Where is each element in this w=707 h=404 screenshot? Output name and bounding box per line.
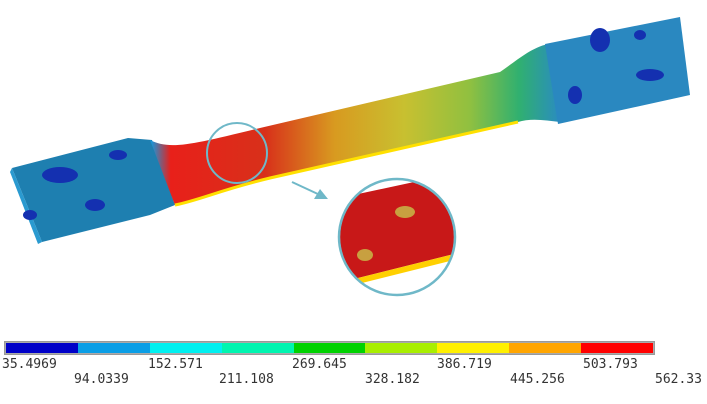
arrow-line [291, 181, 321, 196]
legend-color-band [293, 343, 366, 353]
legend-color-band [437, 343, 510, 353]
legend-label: 211.108 [219, 372, 274, 387]
legend-label: 562.33 [655, 372, 702, 387]
left-grip [12, 138, 175, 242]
zoom-detail [340, 180, 454, 294]
color-legend-bar [4, 341, 655, 355]
legend-label: 35.4969 [2, 357, 57, 372]
legend-label: 269.645 [292, 357, 347, 372]
legend-color-band [221, 343, 294, 353]
detail-circle-small [206, 122, 268, 184]
legend-label: 152.571 [148, 357, 203, 372]
legend-color-band [509, 343, 582, 353]
blue-spots [23, 28, 664, 220]
legend-label: 503.793 [583, 357, 638, 372]
legend-label: 445.256 [510, 372, 565, 387]
detail-circle-large [337, 177, 457, 297]
legend-label: 328.182 [365, 372, 420, 387]
left-grip-shade [10, 168, 42, 244]
legend-label: 94.0339 [74, 372, 129, 387]
arrow-head-icon [314, 189, 328, 199]
legend-label: 386.719 [437, 357, 492, 372]
gauge-section [150, 44, 560, 205]
legend-color-band [6, 343, 78, 353]
legend-color-band [149, 343, 222, 353]
right-grip [545, 17, 690, 124]
legend-color-band [365, 343, 438, 353]
legend-color-band [581, 343, 654, 353]
legend-color-band [77, 343, 150, 353]
gauge-bottom-edge [174, 120, 519, 207]
